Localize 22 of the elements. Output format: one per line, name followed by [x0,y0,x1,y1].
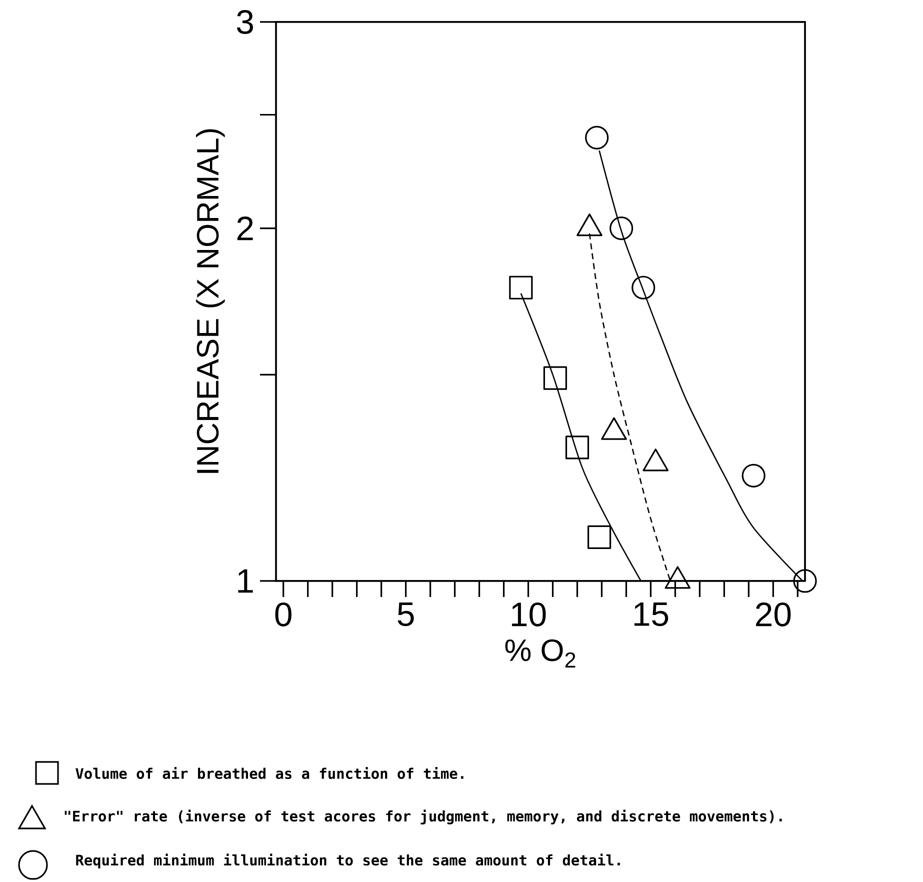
point [632,276,656,300]
point [543,366,568,390]
point [587,525,612,549]
x-tick-label: 5 [398,602,414,626]
x-axis-title: % O$_{2}$ [505,639,576,668]
x-tick-label: 15 [634,602,668,626]
point [585,126,609,150]
y-tick-label: 1 [238,569,253,593]
legend-label: "Error" rate (inverse of test acores for judgment, memory, and discrete movements). [64,810,782,824]
x-tick-label: 0 [275,602,292,626]
point [509,276,533,300]
y-axis-title: INCREASE (X NORMAL) [196,129,225,473]
point [742,464,766,488]
legend-label: Volume of air breathed as a function of time. [76,767,464,779]
point [565,436,590,460]
x-tick-label: 10 [512,602,546,626]
y-tick-label: 2 [237,216,253,240]
point [610,216,634,240]
x-tick-label: 20 [756,602,791,626]
legend-label: Required minimum illumination to see the same amount of detail. [76,854,620,868]
y-tick-label: 3 [236,10,253,34]
point [793,569,817,593]
